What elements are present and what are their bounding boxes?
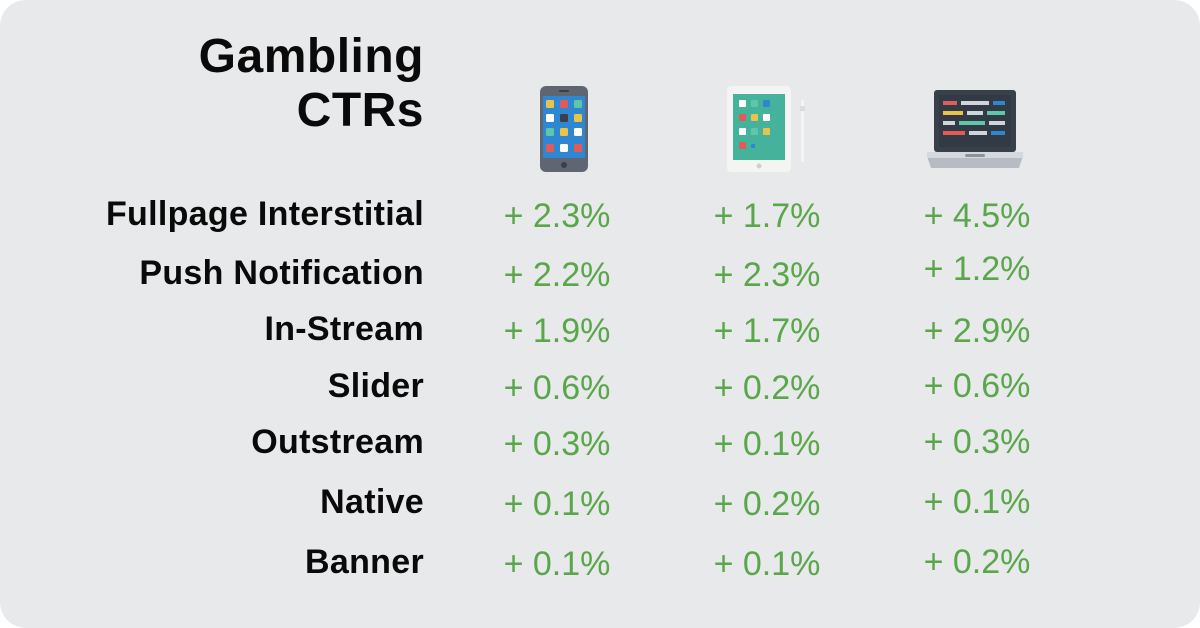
value-cell: + 0.2% bbox=[923, 543, 1031, 581]
value-cell: + 1.7% bbox=[713, 312, 821, 350]
value-cell: + 2.9% bbox=[923, 312, 1031, 350]
value-cell: + 1.2% bbox=[923, 250, 1031, 288]
row-label: Native bbox=[320, 483, 424, 521]
value-cell: + 0.2% bbox=[713, 485, 821, 523]
value-cell: + 2.3% bbox=[713, 256, 821, 294]
row-label: Fullpage Interstitial bbox=[105, 195, 424, 233]
row-label: In-Stream bbox=[264, 310, 424, 348]
value-cell: + 0.3% bbox=[503, 425, 611, 463]
row-label: Push Notification bbox=[139, 254, 424, 292]
value-cell: + 0.3% bbox=[923, 423, 1031, 461]
row-label: Banner bbox=[305, 543, 424, 581]
value-cell: + 1.7% bbox=[713, 197, 821, 235]
laptop-icon bbox=[927, 90, 1023, 168]
value-cell: + 0.2% bbox=[713, 369, 821, 407]
row-label: Outstream bbox=[251, 423, 424, 461]
value-cell: + 4.5% bbox=[923, 197, 1031, 235]
tablet-icon bbox=[727, 86, 805, 172]
title-line-1: Gambling bbox=[198, 30, 424, 83]
chart-title: Gambling CTRs bbox=[199, 30, 424, 138]
value-cell: + 2.2% bbox=[503, 256, 611, 294]
value-cell: + 0.1% bbox=[713, 425, 821, 463]
value-cell: + 0.1% bbox=[503, 485, 611, 523]
value-cell: + 0.6% bbox=[503, 369, 611, 407]
value-cell: + 2.3% bbox=[503, 197, 611, 235]
smartphone-icon bbox=[540, 86, 588, 172]
row-label: Slider bbox=[327, 367, 424, 405]
value-cell: + 0.6% bbox=[923, 367, 1031, 405]
title-line-2: CTRs bbox=[296, 84, 424, 137]
value-cell: + 0.1% bbox=[503, 545, 611, 583]
value-cell: + 0.1% bbox=[923, 483, 1031, 521]
value-cell: + 0.1% bbox=[713, 545, 821, 583]
value-cell: + 1.9% bbox=[503, 312, 611, 350]
